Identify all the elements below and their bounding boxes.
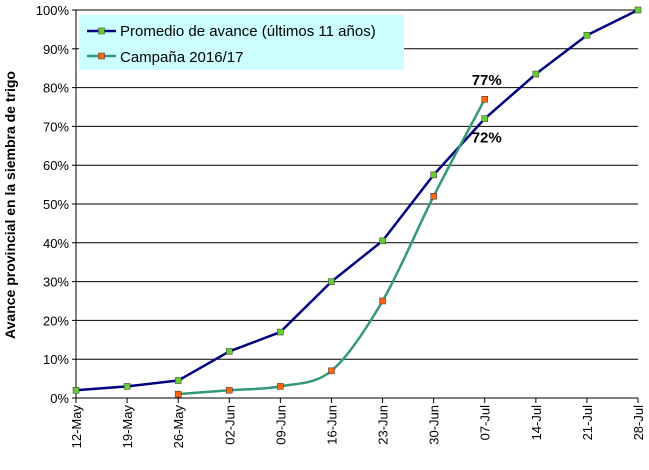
data-point-campana	[277, 383, 284, 390]
data-point-promedio	[174, 377, 182, 384]
legend-marker-promedio	[98, 27, 105, 35]
legend-label-promedio: Promedio de avance (últimos 11 años)	[120, 23, 376, 40]
x-tick-label: 21-Jul	[580, 405, 595, 441]
legend-marker-campana	[98, 52, 105, 60]
series-line-promedio	[75, 8, 639, 392]
x-tick-label: 26-May	[171, 405, 186, 449]
axes	[72, 9, 639, 403]
series	[72, 6, 642, 398]
legend: Promedio de avance (últimos 11 años) Cam…	[79, 15, 404, 70]
x-tick-label: 28-Jul	[631, 405, 646, 441]
data-point-promedio	[277, 328, 284, 336]
data-point-campana	[379, 297, 386, 305]
y-tick-labels: 0% 10% 20% 30% 40% 50% 60% 70% 80% 90% 100%	[36, 3, 70, 406]
data-point-campana	[226, 386, 233, 394]
data-point-campana	[174, 390, 182, 398]
data-point-promedio	[123, 383, 131, 390]
x-tick-label: 16-Jun	[324, 405, 339, 445]
x-tick-label: 02-Jun	[222, 405, 237, 445]
x-tick-label: 23-Jun	[376, 405, 391, 445]
y-tick-label: 0%	[50, 391, 69, 406]
x-tick-label: 14-Jul	[529, 405, 544, 441]
x-tick-label: 07-Jul	[478, 405, 493, 441]
x-tick-label: 09-Jun	[273, 405, 288, 445]
annotation-label: 77%	[472, 72, 502, 89]
data-point-promedio	[532, 70, 540, 78]
y-tick-label: 70%	[43, 119, 69, 134]
data-point-promedio	[72, 386, 80, 394]
y-tick-label: 40%	[43, 236, 69, 251]
data-point-campana	[430, 192, 437, 200]
data-point-promedio	[328, 278, 335, 285]
y-tick-label: 90%	[43, 42, 69, 57]
x-tick-labels: 12-May 19-May 26-May 02-Jun 09-Jun 16-Jun 23-J…	[69, 405, 646, 449]
y-tick-label: 100%	[36, 3, 70, 18]
y-tick-label: 10%	[43, 352, 69, 367]
annotations: 77% 72%	[472, 72, 502, 146]
annotation-label: 72%	[472, 130, 502, 147]
data-point-campana	[328, 367, 335, 375]
legend-box	[79, 15, 404, 70]
x-tick-label: 19-May	[120, 405, 135, 449]
data-point-promedio	[481, 115, 488, 122]
data-point-promedio	[634, 6, 642, 14]
legend-label-campana: Campaña 2016/17	[120, 49, 243, 66]
data-point-campana	[481, 95, 488, 103]
data-point-promedio	[583, 31, 591, 39]
x-tick-label: 30-Jun	[427, 405, 442, 445]
y-axis-title: Avance provincial en la siembra de trigo	[2, 71, 18, 339]
data-point-promedio	[430, 171, 437, 179]
x-tick-label: 12-May	[69, 405, 84, 449]
y-tick-label: 50%	[43, 197, 69, 212]
y-tick-label: 20%	[43, 313, 69, 328]
y-tick-label: 60%	[43, 158, 69, 173]
y-tick-label: 30%	[43, 275, 69, 290]
data-point-promedio	[379, 237, 386, 245]
data-point-promedio	[226, 348, 233, 355]
y-tick-label: 80%	[43, 81, 69, 96]
